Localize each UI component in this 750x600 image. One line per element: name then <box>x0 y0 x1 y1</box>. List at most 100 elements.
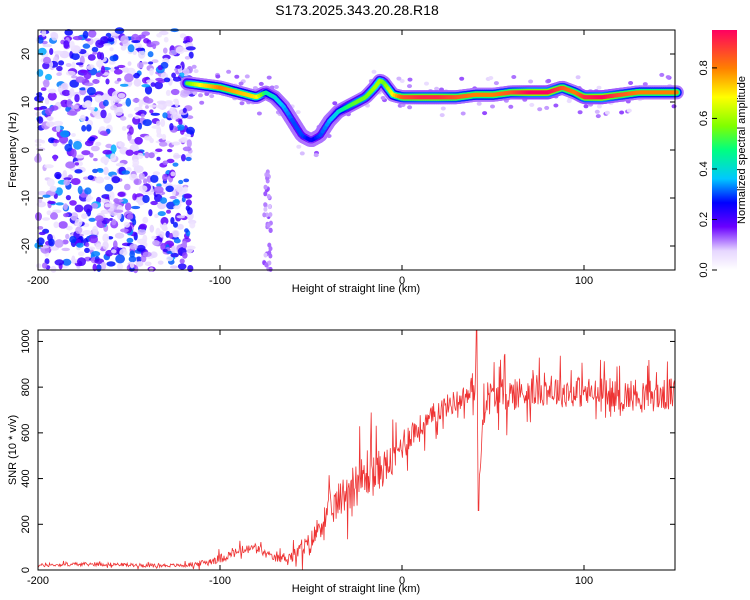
noise-speck <box>258 81 264 86</box>
noise-speck <box>144 261 152 267</box>
noise-speck <box>45 73 52 81</box>
noise-speck <box>179 72 185 77</box>
heatmap-xtick-label: 100 <box>575 275 593 287</box>
noise-speck <box>176 223 184 230</box>
noise-speck <box>132 265 139 274</box>
noise-speck <box>149 109 154 114</box>
noise-speck <box>256 111 262 116</box>
noise-speck <box>79 87 87 91</box>
heatmap-xlabel: Height of straight line (km) <box>292 283 420 295</box>
noise-speck <box>184 133 192 137</box>
noise-speck <box>107 112 112 122</box>
noise-speck <box>659 72 665 77</box>
noise-speck <box>132 50 137 55</box>
noise-speck <box>120 35 129 45</box>
noise-speck <box>179 258 185 264</box>
noise-speck <box>313 153 319 158</box>
noise-speck <box>79 114 86 122</box>
colorbar-gradient <box>712 30 737 270</box>
noise-speck <box>508 104 514 109</box>
noise-speck <box>528 79 534 84</box>
noise-speck <box>56 125 61 133</box>
noise-speck <box>133 72 140 79</box>
heatmap-ytick-label: 20 <box>20 48 32 60</box>
noise-speck <box>396 76 402 81</box>
noise-speck <box>87 175 94 181</box>
noise-speck <box>84 256 92 262</box>
noise-speck <box>168 232 174 239</box>
noise-speck <box>91 202 99 209</box>
heatmap-xtick-label: -100 <box>209 275 231 287</box>
noise-speck <box>55 202 64 206</box>
noise-speck <box>139 223 147 230</box>
noise-speck <box>121 170 130 175</box>
noise-speck <box>268 212 273 218</box>
noise-speck <box>164 101 174 107</box>
noise-speck <box>94 176 105 184</box>
noise-speck <box>144 151 150 159</box>
noise-speck <box>150 174 159 183</box>
noise-speck <box>99 130 108 136</box>
noise-speck <box>88 29 97 38</box>
noise-speck <box>295 110 301 115</box>
noise-speck <box>131 40 141 44</box>
noise-speck <box>71 148 77 158</box>
noise-speck <box>178 179 184 185</box>
noise-speck <box>53 50 64 55</box>
noise-speck <box>176 215 186 219</box>
noise-speck <box>38 231 46 236</box>
noise-speck <box>64 143 73 152</box>
noise-speck <box>137 122 142 130</box>
noise-speck <box>63 177 72 181</box>
noise-speck <box>116 263 124 270</box>
noise-speck <box>267 260 272 266</box>
noise-speck <box>71 133 76 137</box>
noise-speck <box>44 97 50 105</box>
noise-speck <box>173 221 178 228</box>
noise-speck <box>170 114 179 120</box>
noise-speck <box>132 218 137 226</box>
noise-speck <box>96 264 102 272</box>
noise-speck <box>92 168 99 174</box>
noise-speck <box>160 61 169 69</box>
colorbar-tick-label: 0.4 <box>698 161 710 176</box>
noise-speck <box>71 178 81 185</box>
noise-speck <box>267 250 272 256</box>
noise-speck <box>102 241 109 250</box>
noise-speck <box>153 186 164 194</box>
noise-speck <box>159 141 168 147</box>
noise-speck <box>62 170 67 177</box>
noise-speck <box>105 78 110 85</box>
noise-speck <box>544 105 550 110</box>
noise-speck <box>95 39 105 48</box>
snr-ytick-label: 0 <box>20 567 32 573</box>
noise-speck <box>482 111 488 116</box>
noise-speck <box>102 149 112 155</box>
snr-ytick-label: 800 <box>20 378 32 396</box>
noise-speck <box>152 240 160 246</box>
noise-speck <box>476 101 482 106</box>
noise-speck <box>102 233 110 243</box>
noise-speck <box>128 255 137 263</box>
noise-speck <box>156 156 161 161</box>
noise-speck <box>268 266 273 272</box>
noise-speck <box>171 141 181 146</box>
noise-speck <box>511 75 517 79</box>
noise-speck <box>50 32 59 41</box>
snr-ylabel: SNR (10 * v/v) <box>7 415 19 485</box>
noise-speck <box>84 82 94 87</box>
noise-speck <box>434 86 440 91</box>
noise-speck <box>111 249 117 254</box>
noise-speck <box>163 77 171 83</box>
noise-speck <box>117 64 126 69</box>
noise-speck <box>92 51 98 55</box>
noise-speck <box>137 62 144 69</box>
snr-ytick-label: 200 <box>20 515 32 533</box>
noise-speck <box>58 60 65 66</box>
noise-speck <box>61 247 70 252</box>
noise-speck <box>96 51 102 60</box>
noise-speck <box>84 140 94 147</box>
noise-speck <box>177 263 187 270</box>
noise-speck <box>266 222 271 228</box>
